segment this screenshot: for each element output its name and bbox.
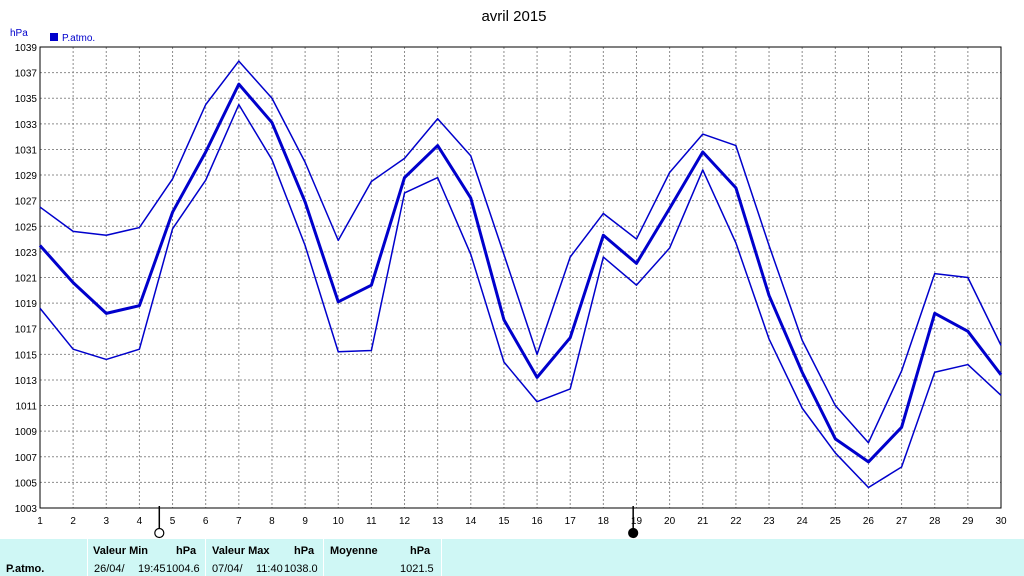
x-tick-label: 7 bbox=[236, 516, 242, 527]
y-axis-unit: hPa bbox=[10, 28, 28, 39]
grid bbox=[39, 46, 1002, 509]
x-tick-label: 24 bbox=[797, 516, 809, 527]
chart-title: avril 2015 bbox=[481, 8, 546, 25]
series-line-max bbox=[39, 60, 1002, 444]
footer-max-header: Valeur Max bbox=[212, 545, 270, 557]
summary-footer: P.atmo. Valeur Min hPa 26/04/ 19:45 1004… bbox=[0, 539, 1024, 576]
x-tick-label: 6 bbox=[203, 516, 209, 527]
x-tick-label: 14 bbox=[465, 516, 477, 527]
footer-min-cell: Valeur Min hPa 26/04/ 19:45 1004.6 bbox=[88, 539, 206, 576]
x-tick-label: 1 bbox=[37, 516, 43, 527]
footer-avg-value: 1021.5 bbox=[400, 563, 434, 575]
footer-min-unit: hPa bbox=[176, 545, 197, 557]
x-tick-label: 12 bbox=[399, 516, 411, 527]
footer-max-value: 1038.0 bbox=[284, 563, 318, 575]
footer-avg-header: Moyenne bbox=[330, 545, 378, 557]
x-tick-label: 22 bbox=[730, 516, 742, 527]
x-tick-label: 8 bbox=[269, 516, 275, 527]
y-tick-label: 1033 bbox=[15, 120, 38, 131]
footer-min-date: 26/04/ bbox=[94, 563, 125, 575]
footer-max-unit: hPa bbox=[294, 545, 315, 557]
moon-new-icon bbox=[628, 527, 639, 539]
legend-label: P.atmo. bbox=[62, 33, 95, 44]
x-tick-label: 29 bbox=[962, 516, 974, 527]
y-tick-label: 1029 bbox=[15, 171, 38, 182]
footer-min-value: 1004.6 bbox=[166, 563, 200, 575]
y-tick-label: 1005 bbox=[15, 478, 38, 489]
x-tick-label: 16 bbox=[532, 516, 544, 527]
x-tick-label: 15 bbox=[498, 516, 510, 527]
footer-min-time: 19:45 bbox=[138, 563, 166, 575]
y-tick-label: 1027 bbox=[15, 197, 38, 208]
footer-avg-cell: Moyenne hPa 1021.5 bbox=[324, 539, 442, 576]
y-tick-label: 1015 bbox=[15, 350, 38, 361]
y-axis-ticks: 1003 1005 1007 1009 1011 1013 1015 1017 1019 1021… bbox=[15, 43, 38, 515]
x-tick-label: 4 bbox=[137, 516, 143, 527]
legend-swatch bbox=[50, 33, 58, 41]
plot-frame bbox=[39, 46, 1002, 509]
x-tick-label: 10 bbox=[333, 516, 345, 527]
x-tick-label: 25 bbox=[830, 516, 842, 527]
y-tick-label: 1011 bbox=[15, 402, 37, 413]
series-line-mean bbox=[38, 82, 1003, 464]
footer-avg-unit: hPa bbox=[410, 545, 431, 557]
y-tick-label: 1007 bbox=[15, 453, 38, 464]
moon-full-icon bbox=[154, 527, 165, 539]
x-tick-label: 2 bbox=[70, 516, 76, 527]
x-tick-label: 28 bbox=[929, 516, 941, 527]
pressure-chart: avril 2015 hPa P.atmo. 10031005100710091… bbox=[10, 8, 1007, 539]
y-tick-label: 1009 bbox=[15, 427, 38, 438]
x-tick-label: 13 bbox=[432, 516, 444, 527]
footer-empty-cell bbox=[442, 539, 1024, 576]
x-tick-label: 11 bbox=[366, 516, 377, 527]
y-tick-label: 1035 bbox=[15, 94, 38, 105]
x-tick-label: 3 bbox=[103, 516, 109, 527]
footer-max-cell: Valeur Max hPa 07/04/ 11:40 1038.0 bbox=[206, 539, 324, 576]
y-tick-label: 1019 bbox=[15, 299, 38, 310]
moon-phases bbox=[154, 506, 639, 539]
footer-max-time: 11:40 bbox=[256, 563, 283, 575]
x-tick-label: 20 bbox=[664, 516, 676, 527]
x-tick-label: 18 bbox=[598, 516, 610, 527]
x-tick-label: 17 bbox=[565, 516, 577, 527]
y-tick-label: 1003 bbox=[15, 504, 38, 515]
y-tick-label: 1023 bbox=[15, 248, 38, 259]
x-tick-label: 23 bbox=[763, 516, 775, 527]
series-line-min bbox=[39, 103, 1002, 489]
series bbox=[38, 60, 1003, 489]
x-tick-label: 26 bbox=[863, 516, 875, 527]
y-tick-label: 1021 bbox=[15, 274, 38, 285]
x-tick-label: 30 bbox=[995, 516, 1007, 527]
footer-row-label-cell: P.atmo. bbox=[0, 539, 88, 576]
footer-row-label: P.atmo. bbox=[6, 563, 45, 575]
footer-min-header: Valeur Min bbox=[93, 545, 149, 557]
y-tick-label: 1039 bbox=[15, 43, 38, 54]
y-tick-label: 1013 bbox=[15, 376, 38, 387]
x-tick-label: 21 bbox=[697, 516, 709, 527]
footer-max-date: 07/04/ bbox=[212, 563, 243, 575]
x-axis-ticks: 1 2 3 4 5 6 7 8 9 10 11 12 13 14 15 16 17 18 19 20 21 22 23 24 2… bbox=[37, 516, 1007, 527]
y-tick-label: 1031 bbox=[15, 145, 38, 156]
y-tick-label: 1037 bbox=[15, 69, 38, 80]
y-tick-label: 1025 bbox=[15, 222, 38, 233]
x-tick-label: 19 bbox=[631, 516, 643, 527]
x-tick-label: 5 bbox=[170, 516, 176, 527]
x-tick-label: 27 bbox=[896, 516, 908, 527]
x-tick-label: 9 bbox=[302, 516, 308, 527]
y-tick-label: 1017 bbox=[15, 325, 38, 336]
